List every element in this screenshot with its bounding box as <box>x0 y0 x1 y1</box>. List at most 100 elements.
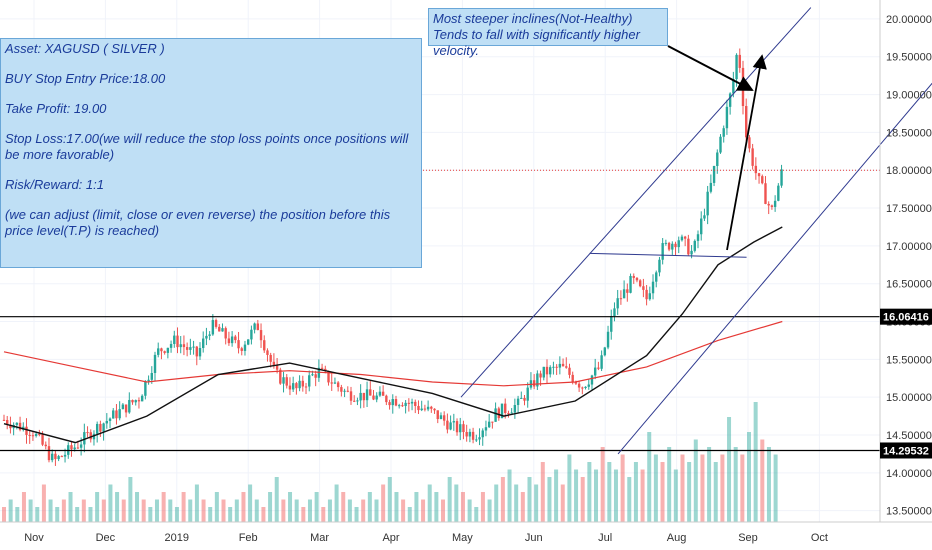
volume-bar <box>281 499 286 522</box>
candle-body <box>751 148 754 166</box>
candle-body <box>124 404 128 413</box>
candle-body <box>76 447 80 449</box>
candle-body <box>722 128 725 137</box>
candle-body <box>157 348 160 355</box>
candle-body <box>253 323 256 330</box>
candle-body <box>388 402 391 406</box>
candle-body <box>185 347 189 350</box>
candle-body <box>523 397 526 401</box>
candle-body <box>179 344 182 348</box>
candle-body <box>494 408 497 422</box>
candle-body <box>234 336 237 341</box>
volume-bar <box>387 477 392 522</box>
trade-info-box[interactable]: Asset: XAGUSD ( SILVER ) BUY Stop Entry … <box>0 38 422 268</box>
price-tick-label: 15.50000 <box>886 354 932 366</box>
volume-bar <box>374 499 379 522</box>
candle-body <box>446 420 449 430</box>
volume-bar <box>188 499 193 522</box>
candle-body <box>346 390 349 392</box>
candle-body <box>613 308 616 317</box>
candle-body <box>195 346 198 357</box>
candle-body <box>153 354 157 374</box>
candle-body <box>340 387 343 392</box>
candle-body <box>282 377 285 384</box>
price-tick-label: 17.50000 <box>886 203 932 215</box>
volume-bar <box>540 462 545 522</box>
candle-body <box>777 185 780 201</box>
candle-body <box>259 330 263 341</box>
candle-body <box>555 366 558 368</box>
volume-bar <box>208 507 213 522</box>
volume-bar <box>467 499 472 522</box>
candle-body <box>240 348 243 351</box>
candle-body <box>224 328 227 339</box>
candle-body <box>449 422 452 430</box>
volume-bar <box>288 492 293 522</box>
incline-annotation-box[interactable]: Most steeper inclines(Not-Healthy) Tends… <box>428 8 668 58</box>
candle-body <box>757 173 761 177</box>
candle-body <box>369 389 372 396</box>
candle-body <box>279 369 282 384</box>
candle-body <box>246 339 250 345</box>
candle-body <box>227 338 231 344</box>
volume-bar <box>653 454 658 522</box>
annotation-arrow <box>667 45 754 91</box>
candle-body <box>198 348 202 357</box>
volume-bar <box>128 477 133 522</box>
volume-bar <box>75 507 80 522</box>
time-tick-label: Oct <box>811 532 828 544</box>
time-tick-label: Jul <box>598 532 612 544</box>
volume-bar <box>633 462 638 522</box>
candle-body <box>272 361 276 366</box>
candle-body <box>651 281 655 294</box>
candle-body <box>92 433 96 440</box>
volume-bar <box>381 484 386 522</box>
volume-bar <box>314 492 319 522</box>
volume-bar <box>700 454 705 522</box>
price-level-tag: 16.06416 <box>883 312 929 324</box>
candle-body <box>407 402 411 404</box>
candle-body <box>385 395 388 403</box>
volume-bars <box>2 402 778 522</box>
price-tick-label: 18.50000 <box>886 127 932 139</box>
candle-body <box>160 348 163 352</box>
volume-bar <box>228 507 233 522</box>
volume-bar <box>600 447 605 522</box>
candle-body <box>565 366 568 368</box>
candle-body <box>372 395 375 400</box>
volume-bar <box>534 484 539 522</box>
candle-body <box>478 437 481 440</box>
volume-bar <box>327 499 332 522</box>
price-tick-label: 14.00000 <box>886 468 932 480</box>
volume-bar <box>28 499 33 522</box>
candle-body <box>401 405 404 407</box>
price-level-tag-bg <box>880 442 932 459</box>
volume-bar <box>613 469 618 522</box>
volume-bar <box>460 492 465 522</box>
candle-body <box>728 93 732 107</box>
candle-body <box>597 367 600 369</box>
incline-arrow <box>726 54 767 251</box>
candle-body <box>63 454 67 457</box>
time-tick-label: 2019 <box>165 532 189 544</box>
volume-bar <box>141 499 146 522</box>
candle-body <box>500 403 504 419</box>
candle-body <box>147 379 150 381</box>
candle-body <box>324 368 327 372</box>
volume-bar <box>747 432 752 522</box>
candle-body <box>144 380 147 396</box>
price-tick-label: 20.00000 <box>886 14 932 26</box>
candle-body <box>115 410 118 419</box>
candle-body <box>60 456 64 458</box>
candle-body <box>362 392 366 401</box>
candle-body <box>288 385 292 390</box>
candle-body <box>31 435 35 437</box>
volume-bar <box>181 492 186 522</box>
candle-body <box>674 243 677 248</box>
channel-line <box>589 252 747 258</box>
candle-body <box>308 375 311 387</box>
price-tick-label: 14.50000 <box>886 430 932 442</box>
candle-body <box>397 405 401 407</box>
candle-body <box>687 238 690 255</box>
